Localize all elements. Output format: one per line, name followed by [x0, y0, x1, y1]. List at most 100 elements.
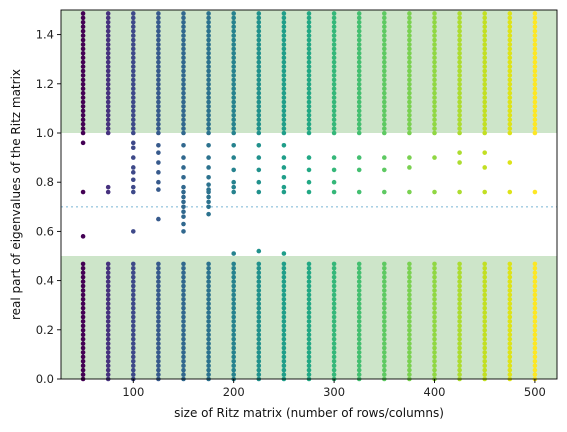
data-point	[306, 367, 312, 373]
data-point	[206, 332, 211, 338]
data-point	[281, 358, 287, 364]
data-point	[156, 37, 161, 43]
data-point	[432, 28, 437, 34]
data-point	[382, 301, 387, 307]
x-tick-label: 500	[524, 385, 546, 399]
data-point	[256, 59, 262, 65]
data-point	[532, 112, 538, 118]
data-point-outlier	[256, 179, 262, 185]
data-point	[482, 77, 488, 83]
data-point	[356, 274, 362, 280]
data-point	[256, 15, 262, 21]
data-point	[331, 77, 337, 83]
data-point	[281, 15, 287, 21]
data-point	[382, 126, 387, 131]
data-point	[532, 296, 538, 302]
data-point-outlier	[156, 170, 161, 175]
data-point	[256, 301, 262, 307]
data-point	[231, 261, 236, 267]
data-point	[407, 327, 412, 333]
data-point	[457, 50, 462, 56]
data-point-outlier	[331, 155, 337, 160]
data-point	[256, 33, 262, 38]
data-point	[507, 126, 513, 131]
data-point	[206, 305, 211, 311]
data-point	[482, 367, 488, 373]
data-point	[105, 332, 111, 338]
data-point	[281, 301, 287, 307]
data-point	[256, 95, 262, 100]
data-point	[457, 90, 462, 96]
data-point	[356, 341, 362, 346]
data-point	[356, 112, 362, 118]
data-point	[457, 95, 462, 100]
data-point	[532, 292, 538, 298]
data-point	[382, 90, 387, 96]
data-point	[130, 42, 136, 47]
data-point	[80, 126, 86, 131]
data-point	[532, 33, 538, 38]
data-point	[331, 50, 337, 56]
data-point	[231, 292, 236, 298]
data-point	[105, 310, 111, 315]
data-point	[281, 68, 287, 74]
data-point	[130, 81, 136, 87]
data-point	[356, 358, 362, 364]
data-point	[231, 73, 236, 78]
data-point	[507, 310, 513, 315]
data-point	[432, 314, 437, 320]
data-point	[382, 350, 387, 355]
data-point	[432, 266, 437, 271]
data-point	[532, 270, 538, 276]
data-point	[306, 64, 312, 69]
data-point	[281, 279, 287, 284]
data-point	[482, 350, 488, 355]
data-point	[156, 64, 161, 69]
data-point	[432, 117, 437, 123]
data-point	[156, 130, 161, 136]
data-point	[432, 95, 437, 100]
data-point	[331, 42, 337, 47]
series-x375	[407, 11, 412, 382]
data-point	[231, 283, 236, 289]
data-point	[130, 37, 136, 43]
data-point	[432, 345, 437, 351]
data-point	[306, 86, 312, 92]
data-point	[281, 95, 287, 100]
data-point	[407, 292, 412, 298]
data-point	[256, 350, 262, 355]
data-point	[382, 73, 387, 78]
data-point	[482, 354, 488, 360]
data-point	[130, 305, 136, 311]
data-point	[482, 261, 488, 267]
data-point	[256, 363, 262, 369]
data-point-outlier	[156, 150, 161, 155]
data-point	[206, 112, 211, 118]
data-point-outlier	[407, 155, 412, 160]
data-point	[356, 11, 362, 16]
data-point-outlier	[181, 214, 186, 219]
data-point	[356, 37, 362, 43]
data-point	[130, 319, 136, 324]
data-point	[306, 59, 312, 65]
data-point	[507, 367, 513, 373]
data-point	[457, 301, 462, 307]
data-point	[382, 279, 387, 284]
data-point	[231, 108, 236, 114]
data-point	[432, 81, 437, 87]
data-point	[105, 270, 111, 276]
data-point	[105, 90, 111, 96]
data-point	[156, 121, 161, 127]
data-point	[507, 372, 513, 377]
data-point	[130, 274, 136, 280]
data-point	[331, 305, 337, 311]
data-point-outlier	[432, 189, 437, 195]
data-point	[356, 354, 362, 360]
data-point	[382, 270, 387, 276]
data-point-outlier	[281, 165, 287, 170]
data-point	[231, 117, 236, 123]
data-point	[331, 59, 337, 65]
plot-frame	[60, 9, 558, 380]
data-point	[156, 305, 161, 311]
data-point	[482, 64, 488, 69]
